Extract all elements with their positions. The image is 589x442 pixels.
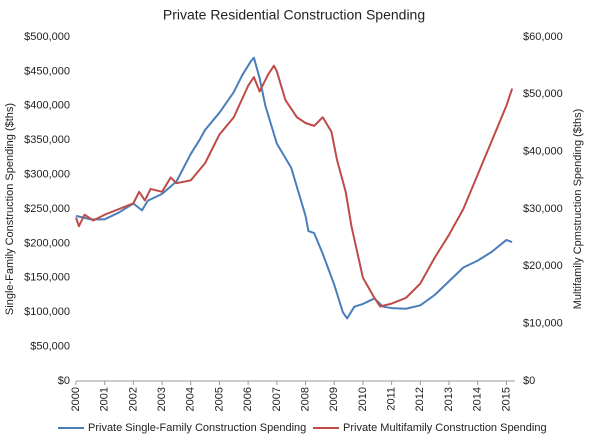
x-tick-label: 2001 bbox=[99, 387, 111, 411]
y-tick-label: $450,000 bbox=[24, 65, 70, 77]
y2-tick-label: $20,000 bbox=[523, 260, 563, 272]
y-tick-label: $250,000 bbox=[24, 203, 70, 215]
y2-tick-label: $30,000 bbox=[523, 203, 563, 215]
x-tick-label: 2002 bbox=[127, 387, 139, 411]
x-tick-label: 2011 bbox=[386, 387, 398, 411]
y2-axis-title: Multifamily Cpmstruction Spending ($ths) bbox=[572, 109, 584, 310]
legend-label: Private Multifamily Construction Spendin… bbox=[343, 422, 547, 434]
y2-tick-label: $0 bbox=[523, 375, 535, 387]
y-axis-title: Single-Family Construction Spending ($th… bbox=[4, 103, 16, 315]
x-tick-label: 2005 bbox=[213, 387, 225, 411]
x-tick-label: 2004 bbox=[185, 387, 197, 411]
x-tick-label: 2006 bbox=[242, 387, 254, 411]
y-tick-label: $400,000 bbox=[24, 100, 70, 112]
y2-tick-label: $60,000 bbox=[523, 31, 563, 43]
x-tick-label: 2010 bbox=[357, 387, 369, 411]
x-tick-label: 2012 bbox=[414, 387, 426, 411]
x-tick-label: 2000 bbox=[70, 387, 82, 411]
y2-tick-label: $50,000 bbox=[523, 88, 563, 100]
x-tick-label: 2013 bbox=[443, 387, 455, 411]
x-tick-label: 2014 bbox=[472, 387, 484, 411]
y-tick-label: $200,000 bbox=[24, 237, 70, 249]
x-tick-label: 2003 bbox=[156, 387, 168, 411]
y-tick-label: $350,000 bbox=[24, 134, 70, 146]
y-tick-label: $500,000 bbox=[24, 31, 70, 43]
x-tick-label: 2008 bbox=[299, 387, 311, 411]
y-tick-label: $100,000 bbox=[24, 306, 70, 318]
chart-title: Private Residential Construction Spendin… bbox=[163, 7, 425, 23]
y2-tick-label: $10,000 bbox=[523, 318, 563, 330]
x-tick-label: 2007 bbox=[271, 387, 283, 411]
x-tick-label: 2009 bbox=[328, 387, 340, 411]
y-tick-label: $0 bbox=[58, 375, 70, 387]
y-tick-label: $50,000 bbox=[30, 341, 70, 353]
y-tick-label: $300,000 bbox=[24, 169, 70, 181]
legend-label: Private Single-Family Construction Spend… bbox=[88, 422, 306, 434]
x-tick-label: 2015 bbox=[500, 387, 512, 411]
series-line bbox=[75, 56, 513, 320]
series-line bbox=[75, 64, 514, 308]
y-tick-label: $150,000 bbox=[24, 272, 70, 284]
y2-tick-label: $40,000 bbox=[523, 146, 563, 158]
